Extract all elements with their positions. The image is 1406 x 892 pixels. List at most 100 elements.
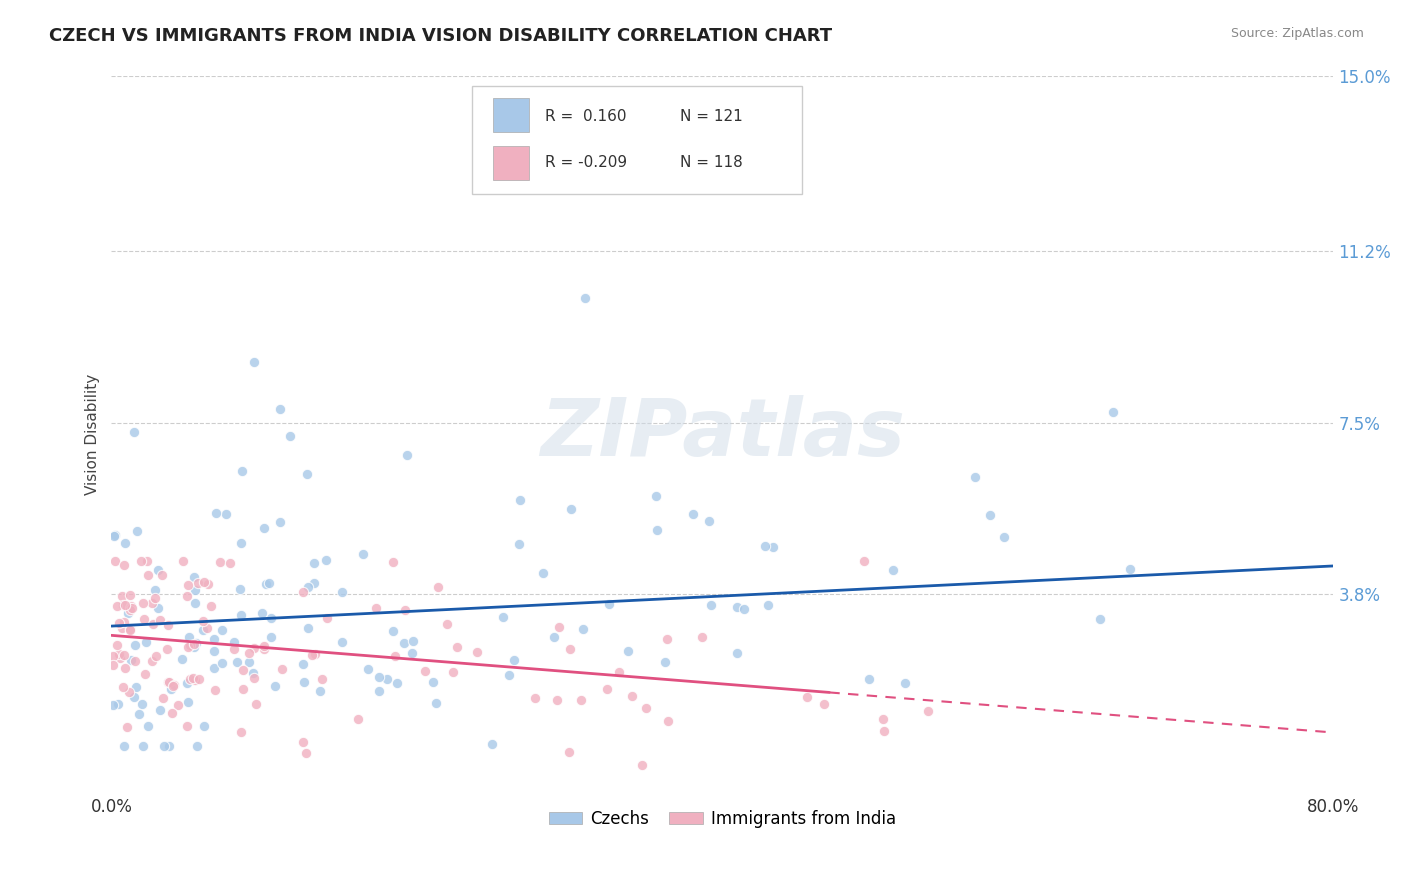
Point [725, 599, 748, 614]
Point [523, 690, 546, 705]
Point [157, 739, 180, 754]
Point [184, 673, 207, 687]
Point [125, 524, 148, 539]
Point [208, 555, 231, 569]
FancyBboxPatch shape [472, 87, 801, 194]
Point [143, 591, 166, 605]
Point [153, 739, 176, 754]
Point [136, 718, 159, 732]
Point [125, 680, 148, 694]
Text: N = 118: N = 118 [679, 154, 742, 169]
Point [301, 648, 323, 663]
Point [176, 676, 198, 690]
Point [224, 641, 246, 656]
Point [124, 638, 146, 652]
Point [242, 355, 264, 369]
Point [232, 663, 254, 677]
Point [118, 601, 141, 615]
Point [134, 612, 156, 626]
Point [426, 580, 449, 594]
Point [211, 657, 233, 671]
Point [401, 646, 423, 660]
Point [215, 507, 238, 521]
Point [238, 656, 260, 670]
Point [259, 631, 281, 645]
Point [229, 607, 252, 622]
Point [141, 596, 163, 610]
Point [110, 651, 132, 665]
Point [202, 661, 225, 675]
Point [979, 508, 1001, 523]
Point [655, 632, 678, 646]
Point [596, 681, 619, 696]
Point [231, 464, 253, 478]
Point [436, 617, 458, 632]
Point [446, 640, 468, 654]
Point [257, 575, 280, 590]
Point [118, 685, 141, 699]
Point [754, 540, 776, 554]
Point [993, 531, 1015, 545]
Point [756, 598, 779, 612]
Point [508, 537, 530, 551]
Point [291, 585, 314, 599]
Point [963, 470, 986, 484]
Point [111, 621, 134, 635]
Point [202, 643, 225, 657]
FancyBboxPatch shape [492, 145, 529, 180]
Point [396, 448, 419, 462]
Text: CZECH VS IMMIGRANTS FROM INDIA VISION DISABILITY CORRELATION CHART: CZECH VS IMMIGRANTS FROM INDIA VISION DI… [49, 27, 832, 45]
Point [177, 630, 200, 644]
Point [280, 429, 302, 443]
Point [330, 635, 353, 649]
Point [202, 632, 225, 647]
Point [150, 568, 173, 582]
Point [183, 637, 205, 651]
Point [229, 535, 252, 549]
Point [128, 707, 150, 722]
Point [368, 670, 391, 684]
Point [465, 645, 488, 659]
Point [114, 536, 136, 550]
Point [394, 603, 416, 617]
Point [177, 696, 200, 710]
Point [297, 580, 319, 594]
Point [253, 521, 276, 535]
Text: Source: ZipAtlas.com: Source: ZipAtlas.com [1230, 27, 1364, 40]
Point [176, 719, 198, 733]
Point [114, 598, 136, 612]
Point [156, 642, 179, 657]
Point [304, 575, 326, 590]
Text: R =  0.160: R = 0.160 [546, 110, 627, 125]
Point [700, 598, 723, 612]
Point [157, 675, 180, 690]
Point [425, 697, 447, 711]
Point [657, 714, 679, 729]
FancyBboxPatch shape [492, 97, 529, 132]
Point [157, 618, 180, 632]
Point [115, 720, 138, 734]
Point [242, 666, 264, 681]
Point [308, 684, 330, 698]
Point [853, 554, 876, 568]
Point [381, 555, 404, 569]
Point [481, 737, 503, 751]
Point [197, 577, 219, 591]
Point [132, 596, 155, 610]
Point [498, 668, 520, 682]
Point [441, 665, 464, 679]
Point [413, 665, 436, 679]
Point [107, 616, 129, 631]
Point [232, 681, 254, 696]
Point [620, 689, 643, 703]
Point [135, 635, 157, 649]
Point [229, 725, 252, 739]
Point [101, 657, 124, 672]
Point [181, 671, 204, 685]
Point [120, 603, 142, 617]
Point [725, 646, 748, 660]
Point [145, 648, 167, 663]
Point [104, 528, 127, 542]
Point [402, 633, 425, 648]
Point [172, 554, 194, 568]
